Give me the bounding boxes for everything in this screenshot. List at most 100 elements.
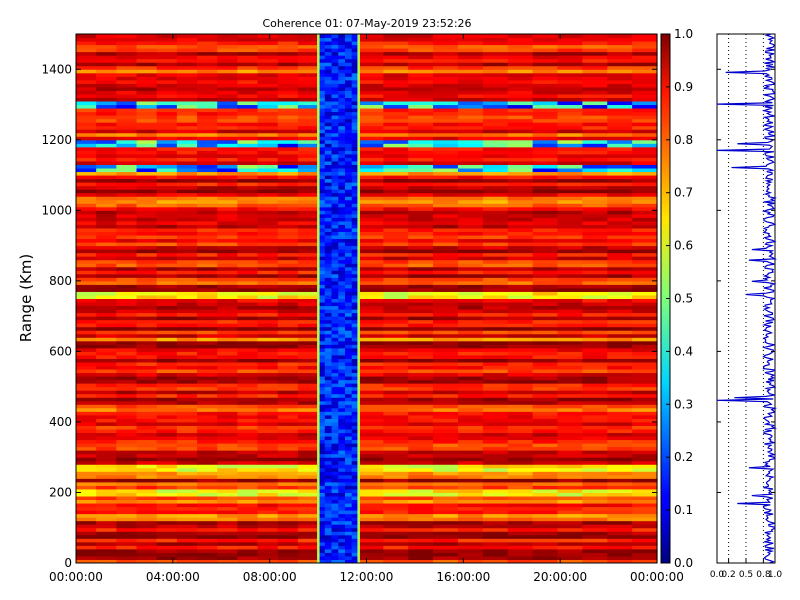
heatmap-cell bbox=[331, 291, 339, 296]
heatmap-cell bbox=[507, 291, 534, 296]
heatmap-cell bbox=[277, 474, 299, 479]
heatmap-cell bbox=[318, 460, 326, 465]
heatmap-cell bbox=[237, 333, 259, 338]
heatmap-cell bbox=[557, 552, 583, 557]
heatmap-cell bbox=[257, 407, 279, 412]
heatmap-cell bbox=[457, 436, 484, 441]
heatmap-cell bbox=[156, 294, 178, 299]
heatmap-cell bbox=[116, 351, 138, 356]
heatmap-cell bbox=[197, 361, 218, 367]
heatmap-cell bbox=[116, 86, 138, 91]
heatmap-cell bbox=[408, 400, 434, 405]
heatmap-cell bbox=[351, 72, 360, 77]
heatmap-cell bbox=[338, 541, 346, 546]
heatmap-cell bbox=[582, 404, 608, 409]
heatmap-cell bbox=[197, 531, 218, 536]
heatmap-cell bbox=[582, 182, 608, 187]
heatmap-cell bbox=[116, 185, 138, 190]
heatmap-cell bbox=[607, 220, 633, 225]
heatmap-cell bbox=[433, 58, 459, 63]
heatmap-cell bbox=[507, 41, 534, 46]
heatmap-cell bbox=[176, 122, 198, 127]
heatmap-cell bbox=[318, 333, 326, 338]
heatmap-cell bbox=[482, 510, 509, 515]
heatmap-cell bbox=[582, 506, 608, 511]
heatmap-cell bbox=[383, 189, 409, 194]
heatmap-cell bbox=[482, 129, 509, 134]
heatmap-cell bbox=[318, 129, 326, 134]
heatmap-cell bbox=[176, 136, 198, 141]
heatmap-cell bbox=[532, 383, 559, 388]
heatmap-cell bbox=[277, 136, 299, 141]
heatmap-cell bbox=[632, 393, 658, 398]
heatmap-cell bbox=[116, 330, 138, 335]
heatmap-cell bbox=[257, 259, 279, 264]
heatmap-cell bbox=[324, 474, 333, 479]
heatmap-cell bbox=[607, 495, 633, 501]
heatmap-cell bbox=[358, 189, 384, 194]
heatmap-cell bbox=[344, 495, 353, 501]
heatmap-cell bbox=[318, 316, 326, 321]
heatmap-cell bbox=[632, 383, 658, 388]
heatmap-cell bbox=[457, 369, 484, 374]
heatmap-cell bbox=[318, 242, 326, 247]
heatmap-cell bbox=[433, 453, 459, 458]
heatmap-cell bbox=[532, 538, 559, 543]
heatmap-cell bbox=[96, 323, 117, 328]
heatmap-cell bbox=[277, 259, 299, 264]
heatmap-cell bbox=[156, 379, 178, 384]
heatmap-cell bbox=[607, 122, 633, 127]
heatmap-cell bbox=[257, 376, 279, 381]
heatmap-cell bbox=[557, 227, 583, 232]
heatmap-cell bbox=[257, 291, 279, 296]
heatmap-cell bbox=[277, 235, 299, 240]
heatmap-cell bbox=[582, 503, 608, 508]
heatmap-cell bbox=[383, 86, 409, 91]
heatmap-cell bbox=[324, 69, 333, 74]
heatmap-cell bbox=[532, 199, 559, 204]
heatmap-cell bbox=[331, 150, 339, 155]
heatmap-cell bbox=[217, 383, 238, 388]
heatmap-cell bbox=[116, 245, 138, 250]
heatmap-cell bbox=[324, 358, 333, 363]
heatmap-cell bbox=[507, 495, 534, 501]
heatmap-cell bbox=[176, 390, 198, 395]
heatmap-cell bbox=[331, 168, 339, 173]
heatmap-cell bbox=[582, 196, 608, 201]
heatmap-cell bbox=[297, 506, 319, 511]
heatmap-cell bbox=[197, 192, 218, 197]
heatmap-cell bbox=[482, 485, 509, 490]
heatmap-cell bbox=[383, 358, 409, 363]
heatmap-cell bbox=[351, 41, 360, 46]
heatmap-cell bbox=[318, 41, 326, 46]
heatmap-cell bbox=[433, 517, 459, 522]
heatmap-cell bbox=[277, 531, 299, 536]
heatmap-cell bbox=[338, 182, 346, 187]
heatmap-cell bbox=[217, 44, 238, 49]
heatmap-cell bbox=[607, 531, 633, 536]
heatmap-cell bbox=[358, 153, 384, 158]
heatmap-cell bbox=[257, 464, 279, 469]
heatmap-cell bbox=[318, 365, 326, 370]
heatmap-cell bbox=[318, 157, 326, 162]
heatmap-cell bbox=[482, 108, 509, 113]
heatmap-cell bbox=[277, 397, 299, 402]
heatmap-cell bbox=[358, 386, 384, 391]
heatmap-cell bbox=[351, 227, 360, 232]
heatmap-cell bbox=[324, 294, 333, 299]
heatmap-cell bbox=[338, 414, 346, 419]
heatmap-cell bbox=[482, 175, 509, 180]
heatmap-cell bbox=[156, 506, 178, 511]
heatmap-cell bbox=[408, 488, 434, 493]
heatmap-cell bbox=[507, 249, 534, 254]
heatmap-cell bbox=[277, 298, 299, 303]
heatmap-cell bbox=[607, 457, 633, 462]
heatmap-cell bbox=[324, 164, 333, 169]
heatmap-cell bbox=[532, 213, 559, 218]
heatmap-cell bbox=[297, 531, 319, 536]
heatmap-cell bbox=[557, 478, 583, 483]
heatmap-cell bbox=[297, 37, 319, 42]
heatmap-cell bbox=[358, 86, 384, 91]
heatmap-cell bbox=[457, 178, 484, 183]
heatmap-cell bbox=[582, 101, 608, 106]
